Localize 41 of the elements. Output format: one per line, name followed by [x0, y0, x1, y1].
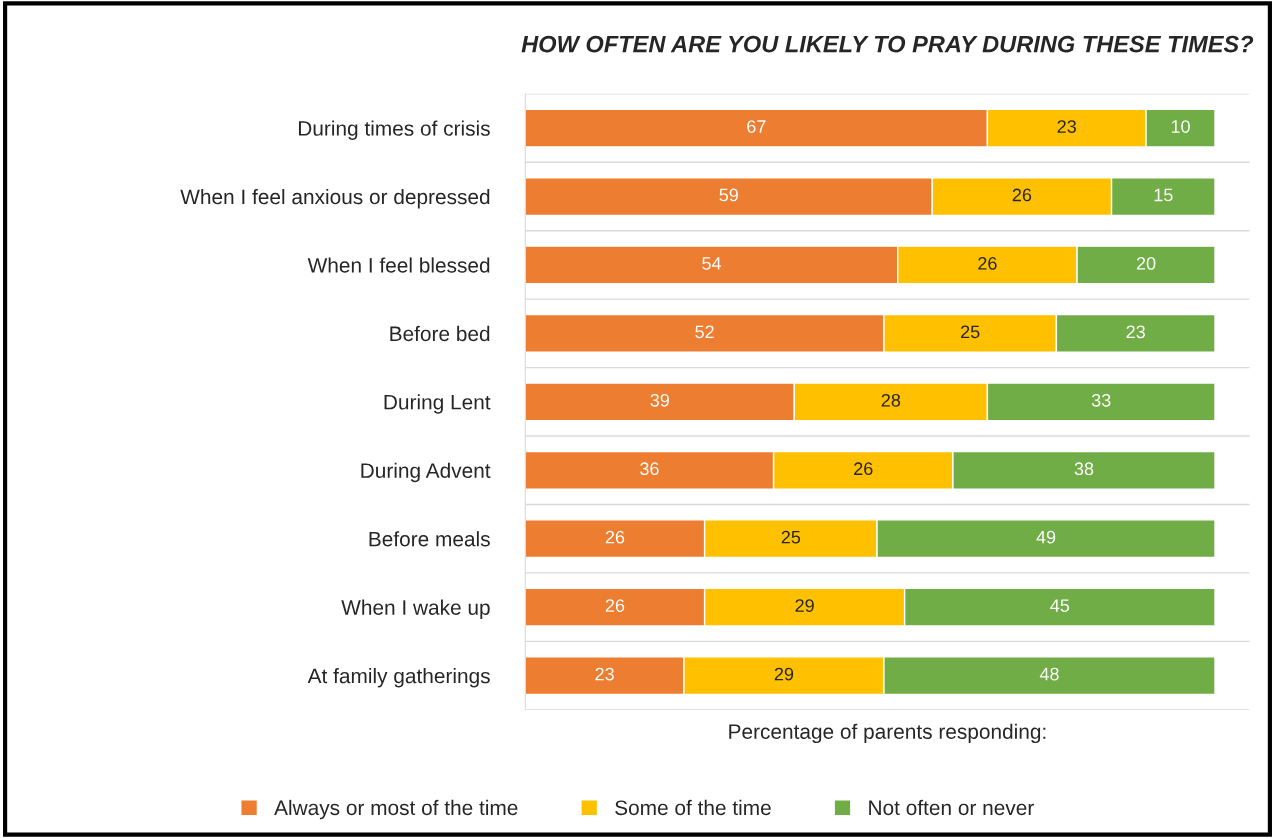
data-label: 33: [1091, 393, 1111, 407]
data-label: 20: [1136, 257, 1156, 270]
y-tick-label: When I feel anxious or depressed: [180, 188, 490, 209]
y-tick-label: Before meals: [369, 531, 490, 547]
data-label: 23: [1126, 325, 1145, 339]
data-label: 38: [1074, 462, 1094, 476]
data-label: 26: [605, 599, 625, 612]
data-label: 25: [781, 530, 801, 544]
y-tick-label: During Advent: [361, 462, 491, 483]
data-label: 29: [795, 599, 814, 612]
data-label: 25: [961, 325, 980, 339]
data-label: 36: [640, 462, 659, 476]
data-label: 52: [695, 325, 714, 339]
data-label: 26: [854, 462, 873, 476]
legend-label: Not often or never: [869, 799, 1034, 816]
data-label: 45: [1050, 599, 1070, 612]
chart-title: HOW OFTEN ARE YOU LIKELY TO PRAY DURING THESE TIMES?: [521, 35, 1254, 53]
data-label: 23: [595, 667, 614, 681]
legend-label: Some of the time: [615, 799, 771, 816]
x-axis-title: Percentage of parents responding:: [729, 723, 1046, 744]
y-tick-label: Before bed: [390, 325, 490, 342]
data-label: 67: [747, 120, 766, 133]
y-tick-label: During times of crisis: [298, 120, 490, 140]
data-label: 26: [978, 257, 997, 270]
data-label: 39: [650, 393, 669, 407]
data-label: 59: [719, 188, 738, 202]
y-tick-label: When I wake up: [341, 599, 490, 619]
legend-label: Always or most of the time: [274, 799, 518, 820]
data-label: 26: [605, 530, 625, 544]
y-tick-label: When I feel blessed: [307, 257, 490, 273]
data-label: 26: [1012, 188, 1032, 202]
data-label: 29: [774, 667, 794, 681]
data-label: 48: [1039, 667, 1059, 681]
data-label: 49: [1036, 530, 1056, 544]
data-label: 54: [702, 257, 722, 270]
data-label: 15: [1154, 188, 1173, 202]
y-tick-label: At family gatherings: [307, 668, 490, 688]
data-label: 10: [1171, 120, 1190, 133]
data-label: 23: [1057, 120, 1076, 133]
data-label: 28: [881, 393, 901, 407]
y-tick-label: During Lent: [384, 394, 491, 414]
